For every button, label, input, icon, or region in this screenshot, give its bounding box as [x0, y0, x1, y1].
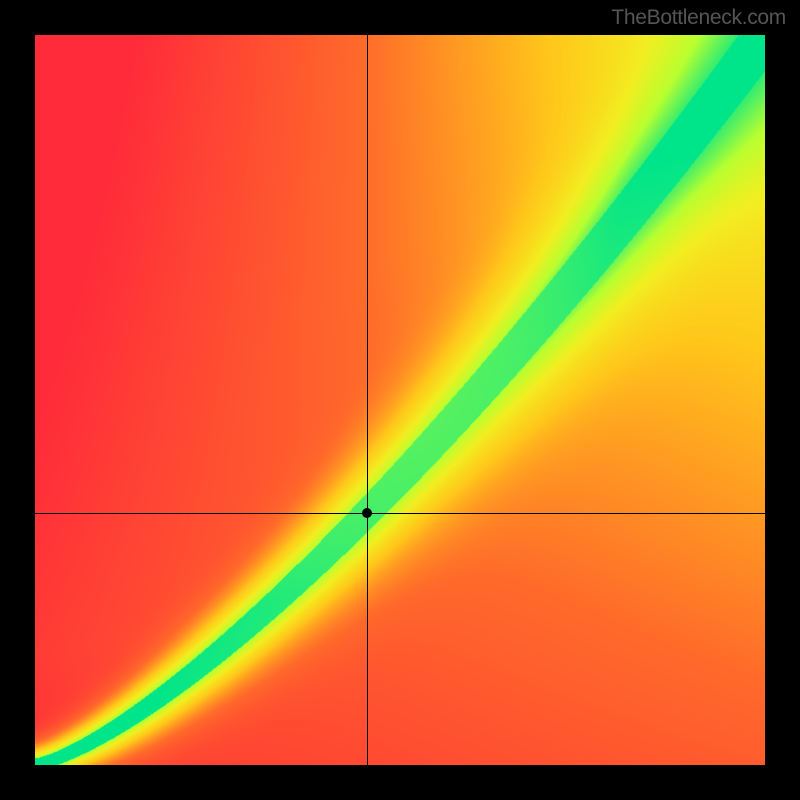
crosshair-marker	[362, 508, 372, 518]
crosshair-horizontal	[35, 513, 765, 514]
crosshair-vertical	[367, 35, 368, 765]
heatmap-canvas	[35, 35, 765, 765]
plot-area	[35, 35, 765, 765]
watermark-text: TheBottleneck.com	[611, 6, 786, 30]
